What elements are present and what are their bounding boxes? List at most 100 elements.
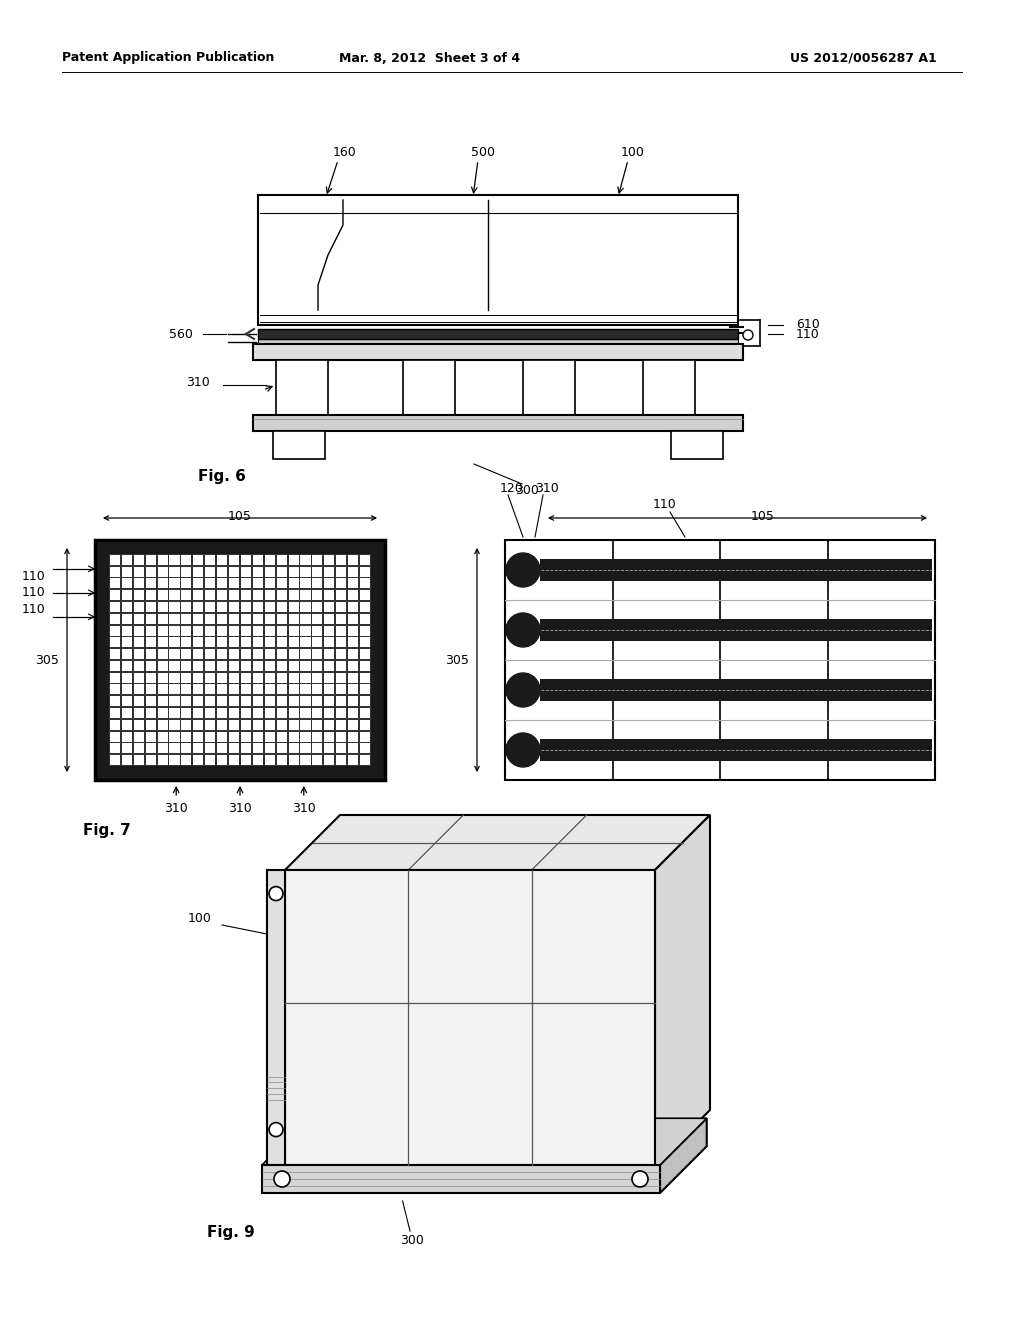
Bar xyxy=(217,719,227,730)
Bar xyxy=(325,638,334,647)
Bar xyxy=(205,708,215,718)
Bar xyxy=(170,685,179,694)
Bar xyxy=(122,626,132,635)
Bar xyxy=(505,540,935,780)
Bar xyxy=(289,554,299,565)
Bar xyxy=(145,602,156,612)
Bar xyxy=(253,590,263,601)
Bar xyxy=(229,566,239,577)
Bar xyxy=(217,626,227,635)
Polygon shape xyxy=(660,1118,707,1193)
Bar xyxy=(325,626,334,635)
Bar xyxy=(300,649,310,659)
Bar xyxy=(276,719,287,730)
Bar xyxy=(348,590,358,601)
Text: 310: 310 xyxy=(164,801,188,814)
Bar xyxy=(253,708,263,718)
Bar xyxy=(217,685,227,694)
Bar xyxy=(241,743,251,754)
Bar xyxy=(158,743,168,754)
Text: Fig. 6: Fig. 6 xyxy=(198,470,246,484)
Bar xyxy=(122,673,132,682)
Bar xyxy=(110,731,120,742)
Bar xyxy=(170,743,179,754)
Text: 110: 110 xyxy=(22,586,45,599)
Circle shape xyxy=(506,733,540,767)
Bar xyxy=(276,614,287,624)
Bar xyxy=(300,731,310,742)
Bar xyxy=(360,638,370,647)
Bar xyxy=(253,685,263,694)
Bar xyxy=(348,661,358,671)
Bar xyxy=(643,360,695,414)
Bar xyxy=(194,566,204,577)
Text: Mar. 8, 2012  Sheet 3 of 4: Mar. 8, 2012 Sheet 3 of 4 xyxy=(339,51,520,65)
Bar xyxy=(336,719,346,730)
Text: 105: 105 xyxy=(751,510,775,523)
Bar xyxy=(110,614,120,624)
Bar xyxy=(325,614,334,624)
Bar xyxy=(273,432,325,459)
Bar xyxy=(348,719,358,730)
Bar xyxy=(229,755,239,766)
Bar xyxy=(241,685,251,694)
Bar xyxy=(289,719,299,730)
Bar xyxy=(145,731,156,742)
Bar xyxy=(265,743,274,754)
Bar xyxy=(348,673,358,682)
Bar xyxy=(253,578,263,589)
Bar xyxy=(325,578,334,589)
Bar xyxy=(217,743,227,754)
Bar xyxy=(253,755,263,766)
Bar xyxy=(217,554,227,565)
Bar xyxy=(348,578,358,589)
Text: 305: 305 xyxy=(445,653,469,667)
Circle shape xyxy=(506,612,540,647)
Bar xyxy=(145,719,156,730)
Bar xyxy=(158,696,168,706)
Bar xyxy=(229,743,239,754)
Text: 120: 120 xyxy=(500,482,523,495)
Bar xyxy=(289,696,299,706)
Bar xyxy=(217,708,227,718)
Bar xyxy=(170,602,179,612)
Circle shape xyxy=(269,1122,283,1137)
Bar xyxy=(205,649,215,659)
Bar xyxy=(229,685,239,694)
Bar xyxy=(217,673,227,682)
Bar xyxy=(348,566,358,577)
Bar xyxy=(229,638,239,647)
Bar xyxy=(276,590,287,601)
Bar xyxy=(181,649,191,659)
Bar xyxy=(258,329,738,339)
Bar xyxy=(134,649,143,659)
Bar xyxy=(289,638,299,647)
Bar xyxy=(253,719,263,730)
Bar xyxy=(336,685,346,694)
Bar xyxy=(336,696,346,706)
Bar xyxy=(122,685,132,694)
Bar xyxy=(181,719,191,730)
Bar xyxy=(110,554,120,565)
Bar xyxy=(325,566,334,577)
Bar xyxy=(170,755,179,766)
Bar xyxy=(265,661,274,671)
Bar xyxy=(403,360,455,414)
Bar xyxy=(540,619,932,642)
Bar xyxy=(253,673,263,682)
Bar xyxy=(110,661,120,671)
Bar xyxy=(205,590,215,601)
Bar xyxy=(194,614,204,624)
Bar xyxy=(289,626,299,635)
Bar xyxy=(253,731,263,742)
Bar xyxy=(205,743,215,754)
Bar xyxy=(170,578,179,589)
Text: 305: 305 xyxy=(35,653,59,667)
Bar xyxy=(325,743,334,754)
Text: 110: 110 xyxy=(22,569,45,582)
Bar xyxy=(95,540,385,780)
Bar xyxy=(170,566,179,577)
Bar xyxy=(258,329,738,339)
Bar xyxy=(300,566,310,577)
Bar xyxy=(110,696,120,706)
